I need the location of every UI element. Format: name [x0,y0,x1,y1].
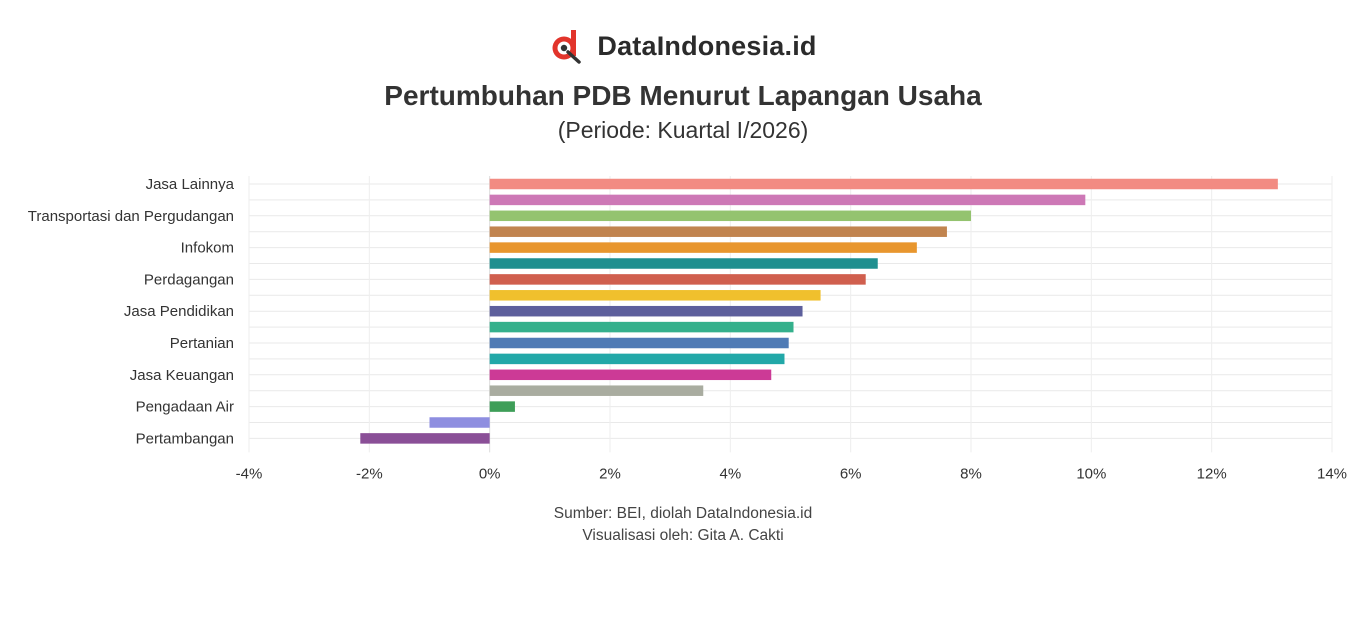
x-tick-label: 6% [840,465,862,482]
bar [489,226,947,237]
bar-chart: Jasa Lainnya Transportasi dan Pergudangan… [28,176,1347,482]
category-label: Jasa Lainnya [146,176,235,193]
bar [489,258,878,269]
category-label: Jasa Pendidikan [124,303,234,320]
category-label: Jasa Keuangan [130,367,234,384]
bar [489,385,704,396]
x-tick-label: -2% [356,465,383,482]
brand-header: DataIndonesia.id [0,26,1366,66]
category-label: Infokom [181,240,234,257]
bar [489,210,971,222]
bar [489,353,785,365]
chart-x-axis: -4% -2% 0% 2% 4% 6% 8% 10% 12% 14% [236,465,1347,482]
bar [429,417,490,428]
chart-category-labels: Jasa Lainnya Transportasi dan Pergudangan… [28,176,235,447]
category-label: Pertambangan [136,430,234,447]
bar [489,369,772,381]
bar [489,401,515,412]
category-label: Perdagangan [144,271,234,288]
chart-title: Pertumbuhan PDB Menurut Lapangan Usaha [384,80,982,111]
bar [489,337,789,349]
category-label: Pertanian [170,335,234,352]
credit-note: Visualisasi oleh: Gita A. Cakti [582,527,784,544]
bar [489,178,1278,190]
bar [489,274,866,285]
bar [489,194,1086,206]
dataindonesia-logo-icon [552,30,582,64]
x-tick-label: 8% [960,465,982,482]
source-note: Sumber: BEI, diolah DataIndonesia.id [553,505,813,522]
x-tick-label: -4% [236,465,263,482]
chart-subtitle: (Periode: Kuartal I/2026) [557,117,809,143]
chart-bars [360,178,1278,444]
x-tick-label: 0% [479,465,501,482]
chart-footer: Sumber: BEI, diolah DataIndonesia.id Vis… [0,503,1366,547]
bar [489,290,821,301]
category-label: Pengadaan Air [136,399,234,416]
brand-name: DataIndonesia.id [597,30,817,61]
category-label: Transportasi dan Pergudangan [28,208,234,225]
bar [489,305,803,317]
x-tick-label: 10% [1076,465,1106,482]
x-tick-label: 12% [1197,465,1227,482]
bar [360,433,490,444]
bar [489,321,794,333]
bar [489,242,917,253]
x-tick-label: 2% [599,465,621,482]
x-tick-label: 14% [1317,465,1347,482]
x-tick-label: 4% [719,465,741,482]
